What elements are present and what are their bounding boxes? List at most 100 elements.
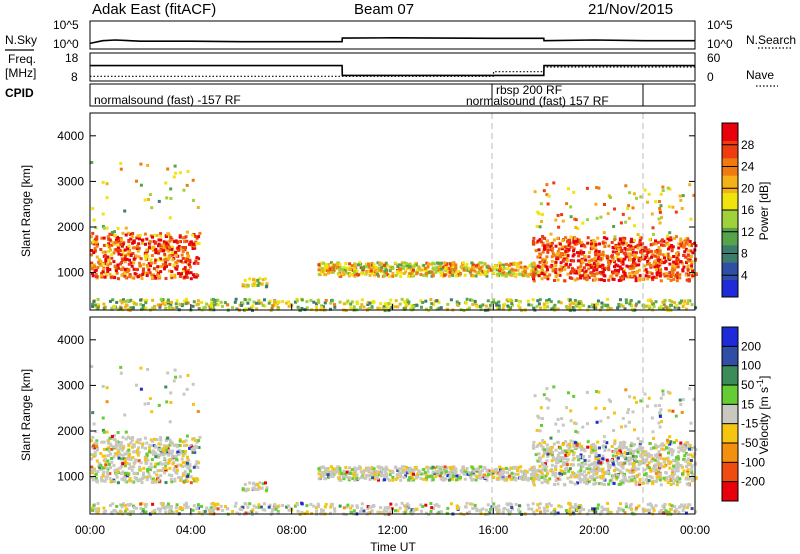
velocity-cell xyxy=(123,461,127,465)
power-cell xyxy=(595,266,599,270)
power-cell xyxy=(378,306,382,310)
power-cell xyxy=(684,247,688,251)
velocity-cell xyxy=(143,458,147,462)
velocity-cell xyxy=(634,480,638,484)
power-cell xyxy=(497,304,501,308)
velocity-cell xyxy=(654,446,658,450)
velocity-cell xyxy=(121,446,125,450)
power-cell xyxy=(579,261,583,265)
power-cell xyxy=(548,273,552,277)
velocity-cell xyxy=(455,507,459,510)
power-cell xyxy=(99,248,103,251)
power-cell xyxy=(394,299,398,303)
colorbar-tick-label: 12 xyxy=(741,225,755,239)
power-cell xyxy=(636,233,640,237)
power-cell xyxy=(611,250,615,254)
power-cell xyxy=(670,249,674,253)
power-cell xyxy=(578,307,582,311)
velocity-cell xyxy=(691,473,695,477)
velocity-cell xyxy=(433,503,437,507)
power-cell xyxy=(328,268,332,271)
velocity-cell xyxy=(617,446,621,450)
power-cell xyxy=(575,251,579,255)
power-cell xyxy=(501,307,505,311)
power-cell xyxy=(205,302,209,306)
power-cell xyxy=(677,306,681,310)
power-cell xyxy=(644,274,648,278)
power-cell xyxy=(585,278,589,282)
velocity-cell xyxy=(123,413,127,417)
velocity-cell xyxy=(505,476,509,479)
velocity-cell xyxy=(613,442,617,446)
power-cell xyxy=(549,248,553,252)
velocity-cell xyxy=(553,507,557,511)
power-cell xyxy=(165,235,168,238)
power-cell xyxy=(554,268,558,271)
power-cell xyxy=(148,193,152,197)
power-cell xyxy=(621,260,625,263)
power-cell xyxy=(156,303,160,307)
velocity-cell xyxy=(170,480,174,484)
power-cell xyxy=(662,302,666,306)
velocity-cell xyxy=(673,509,677,513)
power-cell xyxy=(580,244,583,248)
velocity-cell xyxy=(329,505,333,509)
power-cell xyxy=(655,255,659,259)
power-cell xyxy=(174,266,178,270)
power-cell xyxy=(141,304,145,308)
velocity-cell xyxy=(414,467,418,471)
power-cell xyxy=(682,265,686,269)
velocity-cell xyxy=(124,507,128,511)
power-cell xyxy=(653,249,657,253)
velocity-cell xyxy=(161,466,165,470)
velocity-cell xyxy=(260,486,264,490)
power-cell xyxy=(597,253,600,257)
velocity-cell xyxy=(317,472,321,476)
power-cell xyxy=(565,259,569,263)
velocity-cell xyxy=(113,434,116,438)
velocity-cell xyxy=(107,441,111,445)
velocity-cell xyxy=(130,439,134,443)
power-cell xyxy=(558,242,562,246)
velocity-cell xyxy=(668,466,672,470)
power-cell xyxy=(187,263,191,267)
power-cell xyxy=(606,212,610,216)
power-cell xyxy=(367,270,371,274)
velocity-cell xyxy=(563,457,567,461)
power-cell xyxy=(407,300,411,304)
velocity-cell xyxy=(532,474,536,478)
velocity-cell xyxy=(564,440,568,444)
power-cell xyxy=(529,272,533,276)
velocity-cell xyxy=(92,422,96,426)
power-cell xyxy=(181,250,185,254)
power-cell xyxy=(184,235,188,239)
power-cell xyxy=(422,263,426,267)
velocity-cell xyxy=(622,474,626,478)
velocity-cell xyxy=(153,508,156,512)
velocity-cell xyxy=(554,448,558,452)
power-cell xyxy=(168,245,171,249)
velocity-cell xyxy=(254,487,258,491)
velocity-cell xyxy=(419,477,423,481)
velocity-cell xyxy=(352,509,356,513)
power-cell xyxy=(132,267,136,271)
velocity-cell xyxy=(263,502,266,506)
power-cell xyxy=(163,258,167,262)
power-cell xyxy=(394,261,398,265)
power-cell xyxy=(689,217,693,221)
power-cell xyxy=(620,276,624,280)
velocity-cell xyxy=(122,444,126,448)
velocity-cell xyxy=(194,479,198,483)
velocity-cell xyxy=(594,510,598,514)
power-cell xyxy=(415,271,419,275)
velocity-cell xyxy=(345,505,349,509)
power-cell xyxy=(557,247,561,251)
power-cell xyxy=(649,265,653,269)
power-cell xyxy=(273,299,277,303)
velocity-cell xyxy=(191,437,195,441)
power-cell xyxy=(109,275,113,279)
velocity-cell xyxy=(593,507,597,511)
power-cell xyxy=(691,251,695,255)
power-cell xyxy=(139,162,143,166)
power-cell xyxy=(507,298,511,302)
